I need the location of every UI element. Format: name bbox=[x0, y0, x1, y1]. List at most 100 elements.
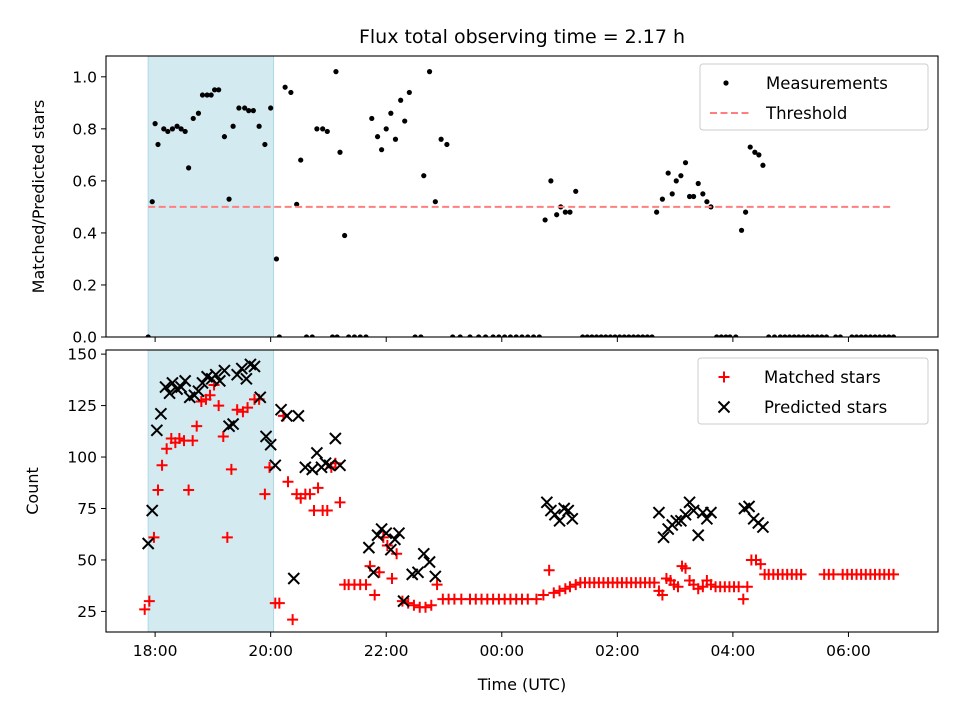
data-point bbox=[553, 514, 566, 528]
data-point bbox=[282, 84, 288, 90]
data-point bbox=[363, 334, 369, 337]
data-point bbox=[314, 126, 320, 132]
y-axis-label: Matched/Predicted stars bbox=[29, 100, 48, 294]
data-point bbox=[218, 364, 231, 377]
y-tick-label: 75 bbox=[77, 500, 97, 518]
data-point bbox=[700, 191, 706, 197]
data-point bbox=[351, 334, 358, 337]
data-point bbox=[195, 110, 202, 116]
observing-span bbox=[147, 55, 275, 338]
data-point bbox=[276, 334, 282, 337]
y-tick-label: 0.8 bbox=[72, 120, 97, 138]
data-point bbox=[890, 334, 897, 337]
data-point bbox=[196, 376, 209, 390]
data-point bbox=[360, 579, 372, 591]
data-point bbox=[490, 334, 496, 337]
data-point bbox=[262, 141, 268, 148]
data-point bbox=[431, 579, 443, 591]
data-point bbox=[146, 504, 159, 517]
data-point bbox=[566, 512, 579, 525]
x-tick-label: 20:00 bbox=[248, 642, 293, 660]
data-point bbox=[398, 97, 404, 103]
data-point bbox=[833, 334, 839, 337]
data-point bbox=[269, 459, 282, 472]
data-point bbox=[743, 209, 749, 215]
data-point bbox=[217, 430, 229, 442]
data-point bbox=[191, 420, 203, 432]
data-point bbox=[513, 334, 519, 337]
data-point bbox=[795, 568, 807, 580]
data-point bbox=[777, 334, 783, 337]
data-point bbox=[530, 334, 537, 337]
data-point bbox=[362, 541, 376, 554]
data-point bbox=[819, 334, 825, 337]
data-point bbox=[823, 334, 830, 337]
data-point bbox=[306, 463, 319, 476]
data-point bbox=[649, 334, 655, 337]
legend-swatch bbox=[723, 80, 729, 86]
data-point bbox=[849, 334, 855, 337]
data-point bbox=[554, 212, 560, 218]
ratio-panel: 0.0 0.2 0.4 0.6 0.8 1.0 Matched/Predicted star… bbox=[29, 55, 939, 347]
data-point bbox=[152, 484, 164, 496]
data-point bbox=[309, 334, 315, 337]
data-point bbox=[230, 123, 236, 129]
y-tick-label: 50 bbox=[77, 551, 97, 569]
data-point bbox=[635, 334, 641, 337]
data-point bbox=[425, 599, 437, 611]
data-point bbox=[161, 126, 167, 132]
legend-label: Measurements bbox=[766, 74, 888, 93]
data-point bbox=[388, 533, 402, 546]
data-point bbox=[554, 585, 566, 597]
data-point bbox=[756, 152, 762, 158]
data-point bbox=[567, 209, 573, 215]
data-point bbox=[288, 89, 294, 96]
data-point bbox=[674, 514, 688, 528]
data-point bbox=[186, 165, 192, 171]
data-point bbox=[236, 105, 242, 111]
data-point bbox=[165, 128, 171, 135]
data-point bbox=[672, 581, 684, 593]
data-point bbox=[755, 558, 767, 570]
data-point bbox=[886, 334, 892, 337]
data-point bbox=[242, 402, 254, 414]
x-tick-label: 00:00 bbox=[479, 642, 524, 660]
data-point bbox=[299, 461, 312, 474]
data-point bbox=[584, 334, 590, 337]
data-point bbox=[814, 334, 820, 337]
data-point bbox=[287, 572, 300, 585]
data-point bbox=[369, 589, 381, 601]
data-point bbox=[250, 108, 256, 114]
data-point bbox=[155, 141, 161, 148]
data-point bbox=[863, 334, 869, 337]
data-point bbox=[304, 488, 316, 500]
data-point bbox=[652, 506, 666, 519]
data-point bbox=[383, 126, 389, 132]
data-point bbox=[738, 227, 745, 233]
legend-box bbox=[699, 63, 929, 131]
data-point bbox=[226, 196, 232, 202]
data-point bbox=[166, 376, 179, 390]
data-point bbox=[682, 160, 689, 166]
data-point bbox=[438, 136, 444, 142]
data-point bbox=[530, 593, 542, 605]
data-point bbox=[766, 334, 772, 337]
data-point bbox=[412, 334, 418, 337]
data-point bbox=[593, 334, 600, 337]
data-point bbox=[695, 180, 701, 187]
data-point bbox=[727, 334, 733, 337]
data-point bbox=[141, 537, 155, 550]
data-point bbox=[697, 581, 709, 593]
data-point bbox=[718, 334, 724, 337]
data-point bbox=[183, 484, 195, 496]
data-point bbox=[312, 482, 324, 494]
data-point bbox=[174, 380, 188, 394]
data-point bbox=[457, 334, 463, 337]
legend-label: Predicted stars bbox=[764, 398, 887, 417]
data-point bbox=[231, 404, 243, 416]
data-point bbox=[548, 178, 554, 184]
data-point bbox=[692, 529, 705, 542]
data-point bbox=[384, 543, 398, 556]
x-tick-label: 18:00 bbox=[133, 642, 178, 660]
